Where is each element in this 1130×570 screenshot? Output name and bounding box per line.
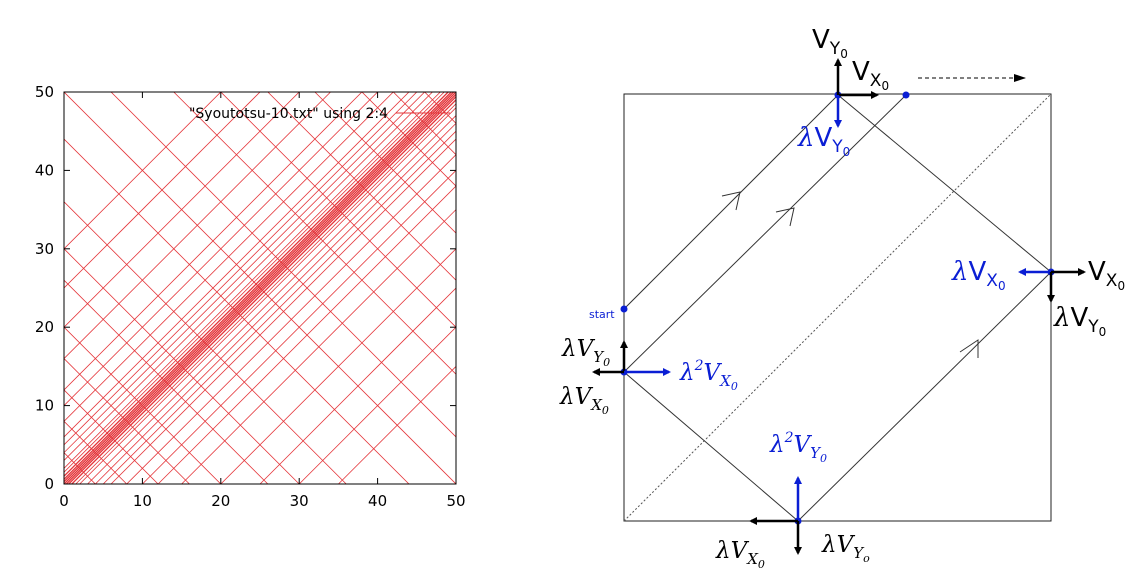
x-tick-label: 50 (446, 492, 465, 510)
series-line (64, 420, 128, 484)
series-line (64, 279, 269, 484)
y-tick-label: 20 (35, 318, 54, 336)
plot-lines (64, 92, 456, 484)
series-line (64, 358, 190, 484)
trajectory-bottom-to-left (623, 371, 799, 522)
dotted-diagonal (623, 93, 1052, 522)
bottom-lvx-label: λVX0 (715, 538, 765, 570)
top-moving-point (902, 91, 910, 99)
series-line (64, 452, 96, 484)
trajectory-start-to-top (623, 94, 839, 310)
y-tick-label: 10 (35, 397, 54, 415)
series-line (64, 389, 159, 484)
plot-legend: "Syoutotsu-10.txt" using 2:4 (189, 106, 388, 122)
x-tick-label: 0 (59, 492, 69, 510)
series-line (110, 92, 456, 438)
y-tick-label: 0 (44, 475, 54, 493)
path-chevron (775, 207, 795, 227)
right-vx-label: VX0 (1088, 257, 1125, 293)
x-tick-label: 40 (368, 492, 387, 510)
bottom-lvy-label: λVYo (821, 532, 870, 565)
path-chevron (959, 339, 979, 358)
path-chevron (721, 191, 741, 211)
start-point (620, 305, 628, 313)
x-tick-label: 30 (290, 492, 309, 510)
start-label: start (589, 308, 615, 321)
series-line (361, 92, 456, 187)
collision-plot: 0 10 20 30 40 50 0 10 20 30 40 50 "Syoutotsu-10.txt… (35, 83, 466, 510)
series-line (314, 92, 456, 234)
series-line (64, 326, 222, 484)
right-lvy-label: λVY0 (1053, 303, 1106, 339)
left-lvx-label: λVX0 (559, 384, 609, 417)
series-line (64, 92, 456, 484)
left-l2vx-label: λ2VX0 (679, 358, 738, 393)
top-lvy-label: λVY0 (797, 123, 850, 159)
series-line (220, 92, 456, 328)
reflection-diagram: start VY0 VX0 λVY0 λVX0 VX0 λVY0 λVY0 λ2… (559, 25, 1125, 570)
trajectory-right-to-bottom (797, 271, 1052, 522)
top-vx-label: VX0 (852, 57, 889, 93)
bottom-l2vy-label: λ2VY0 (769, 430, 827, 465)
right-lvx-label: λVX0 (951, 257, 1006, 293)
series-line (424, 92, 456, 124)
plot-ticks: 0 10 20 30 40 50 0 10 20 30 40 50 (35, 83, 466, 510)
trajectory-left-to-top (623, 94, 907, 373)
x-tick-label: 10 (133, 492, 152, 510)
series-line (392, 92, 456, 156)
y-tick-label: 30 (35, 240, 54, 258)
plot-frame (63, 91, 457, 485)
x-tick-label: 20 (211, 492, 230, 510)
series-line (64, 201, 347, 484)
y-tick-label: 40 (35, 161, 54, 179)
series-line (64, 138, 410, 484)
series-line (173, 92, 456, 375)
top-vy-label: VY0 (812, 25, 848, 61)
left-lvy-label: λVY0 (561, 336, 610, 369)
series-line (267, 92, 456, 281)
y-tick-label: 50 (35, 83, 54, 101)
series-line (64, 248, 300, 484)
trajectory-top-to-right (837, 94, 1052, 273)
